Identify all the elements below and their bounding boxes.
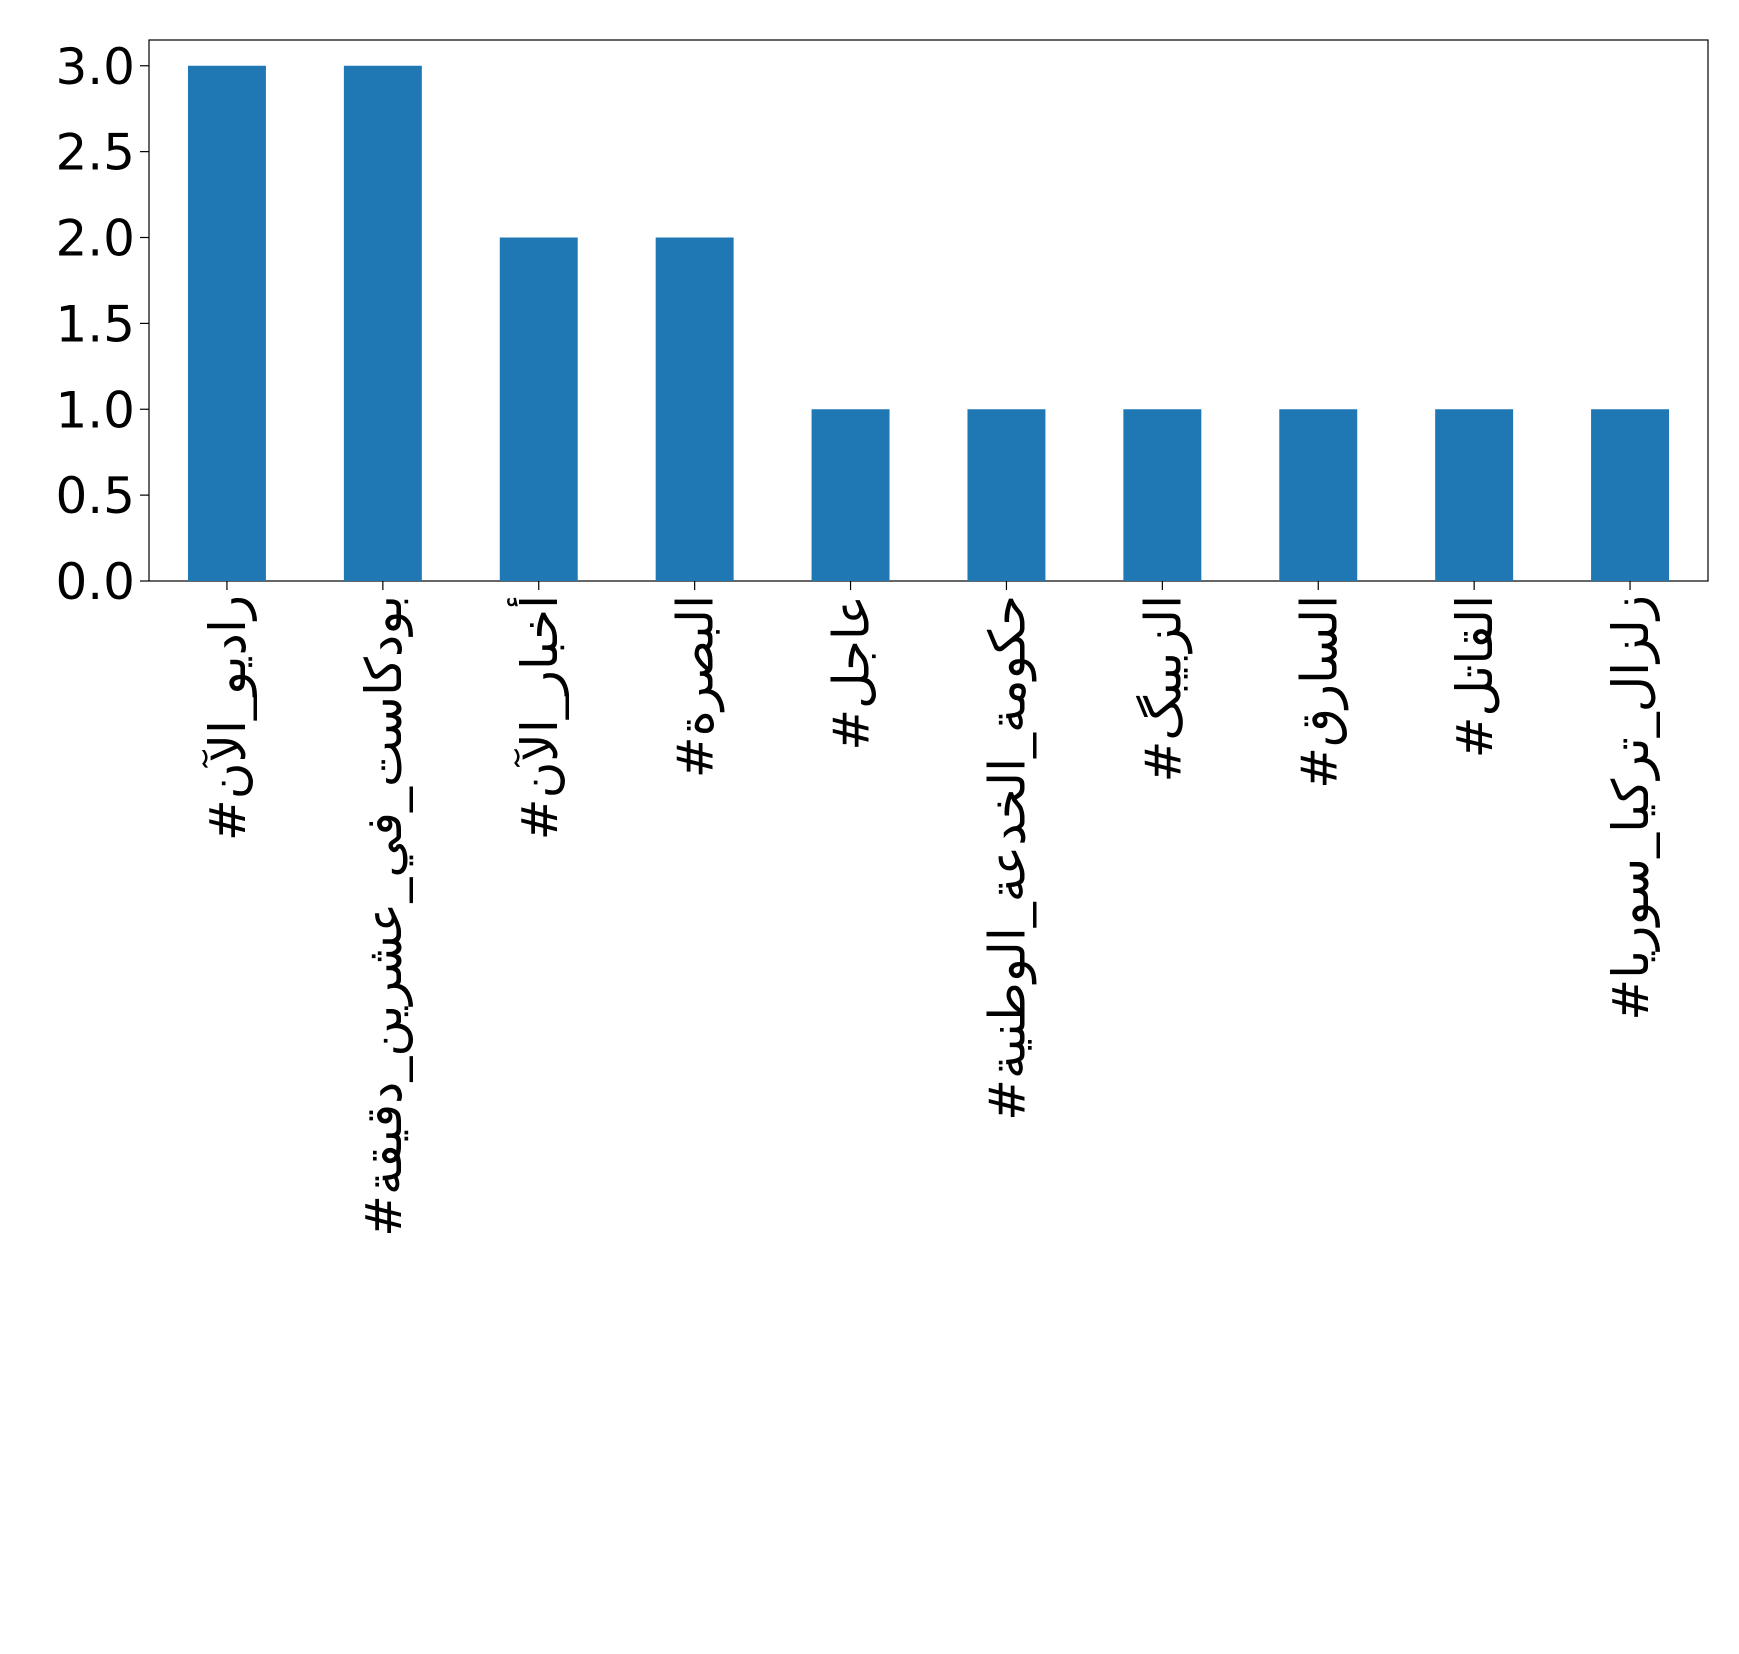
bar: [499, 237, 578, 581]
y-tick-label: 1.0: [55, 381, 135, 439]
bar: [1279, 409, 1358, 581]
y-tick-label: 0.5: [55, 467, 135, 525]
x-tick-label: #عاجل: [823, 595, 881, 751]
y-tick-label: 1.5: [55, 295, 135, 353]
bar: [811, 409, 890, 581]
x-tick-label: #راديو_الآن: [199, 595, 257, 841]
x-tick-label: #الزبيبگ: [1134, 595, 1192, 782]
x-tick-label: #زلزال_تركيا_سوريا: [1602, 595, 1660, 1021]
bar: [655, 237, 734, 581]
x-tick-label: #أخبار_الآن: [507, 595, 569, 840]
x-tick-label: #البصرة: [667, 595, 725, 778]
x-tick-label: #حكومة_الخدعة_الوطنية: [978, 595, 1036, 1121]
bar: [187, 65, 266, 581]
y-tick-label: 0.0: [55, 553, 135, 611]
bar: [343, 65, 422, 581]
x-tick-label: #بودكاست_في_عشرين_دقيقة: [355, 595, 413, 1237]
plot-frame: [148, 39, 1709, 582]
bar: [1435, 409, 1514, 581]
y-tick-label: 2.5: [55, 124, 135, 182]
y-tick-label: 2.0: [55, 210, 135, 268]
x-tick-label: #القاتل: [1446, 595, 1504, 758]
bar: [967, 409, 1046, 581]
x-tick-label: #السارق: [1290, 595, 1348, 789]
bar: [1123, 409, 1202, 581]
bar: [1591, 409, 1670, 581]
y-tick-label: 3.0: [55, 38, 135, 96]
